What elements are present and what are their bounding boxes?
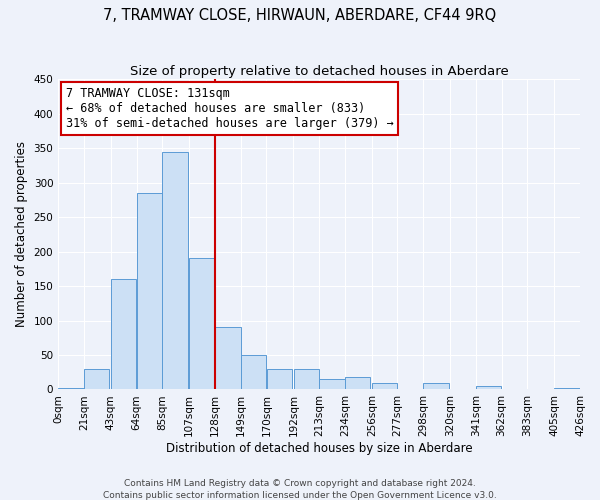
Bar: [476, 386, 502, 390]
Bar: [319, 379, 344, 390]
Bar: [293, 369, 319, 390]
Bar: [163, 152, 188, 390]
Bar: [241, 355, 266, 390]
Text: Contains HM Land Registry data © Crown copyright and database right 2024.
Contai: Contains HM Land Registry data © Crown c…: [103, 478, 497, 500]
Text: 7 TRAMWAY CLOSE: 131sqm
← 68% of detached houses are smaller (833)
31% of semi-d: 7 TRAMWAY CLOSE: 131sqm ← 68% of detache…: [66, 87, 394, 130]
Title: Size of property relative to detached houses in Aberdare: Size of property relative to detached ho…: [130, 65, 508, 78]
Bar: [266, 369, 292, 390]
Bar: [111, 279, 136, 390]
Bar: [372, 382, 397, 390]
Bar: [137, 193, 162, 390]
Y-axis label: Number of detached properties: Number of detached properties: [15, 142, 28, 328]
Bar: [215, 328, 241, 390]
Bar: [190, 258, 215, 390]
Bar: [58, 388, 84, 390]
Bar: [424, 382, 449, 390]
Bar: [345, 377, 370, 390]
Text: 7, TRAMWAY CLOSE, HIRWAUN, ABERDARE, CF44 9RQ: 7, TRAMWAY CLOSE, HIRWAUN, ABERDARE, CF4…: [103, 8, 497, 22]
Bar: [554, 388, 580, 390]
X-axis label: Distribution of detached houses by size in Aberdare: Distribution of detached houses by size …: [166, 442, 472, 455]
Bar: [84, 369, 109, 390]
